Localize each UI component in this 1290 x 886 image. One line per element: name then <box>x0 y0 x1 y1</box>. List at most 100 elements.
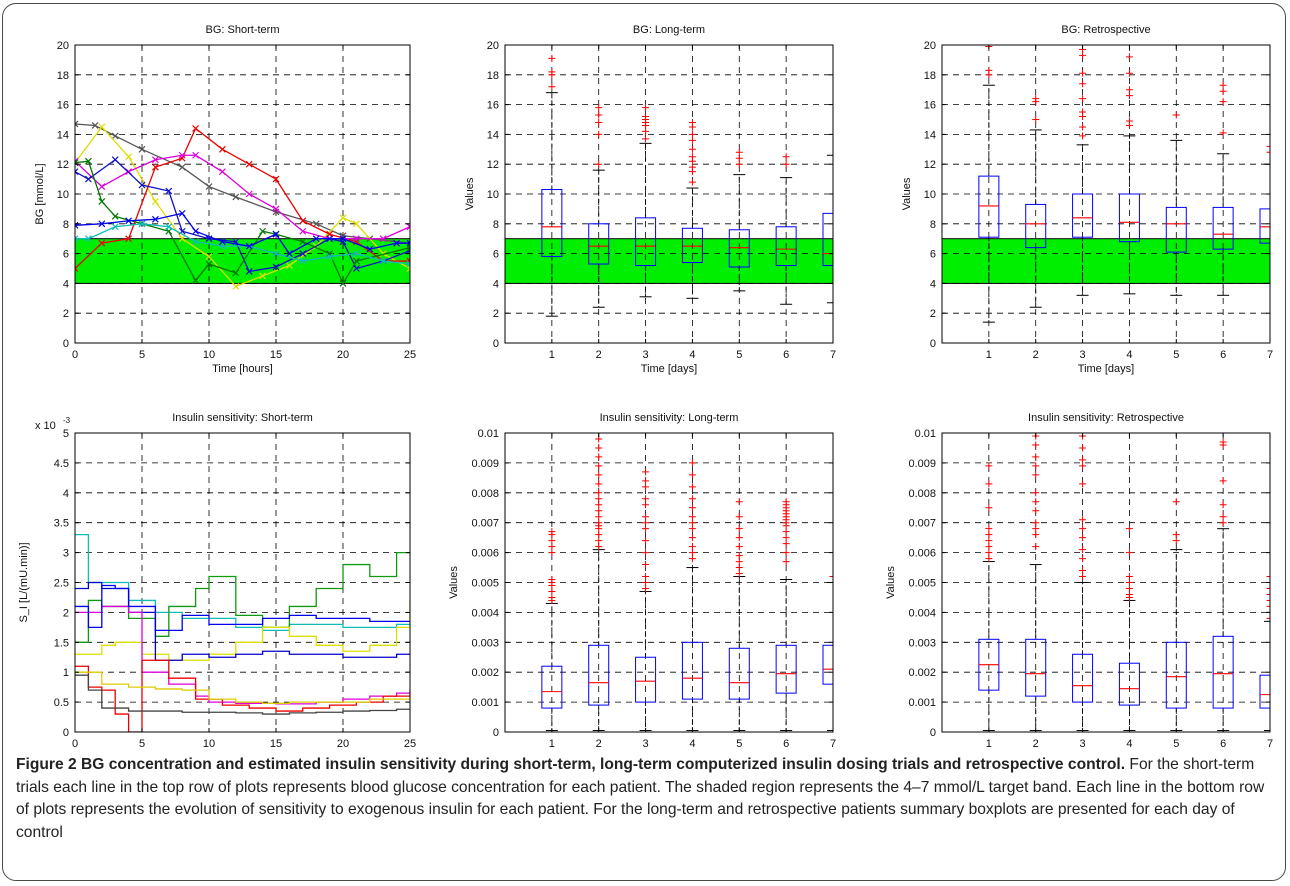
series-marker <box>75 168 79 176</box>
box <box>775 644 797 694</box>
y-tick-label: 16 <box>57 100 69 112</box>
box-day-5 <box>728 148 750 292</box>
chart-title: Insulin sensitivity: Long-term <box>600 412 739 424</box>
box <box>1072 653 1094 703</box>
series-marker <box>245 268 253 275</box>
y-axis-label: Values <box>901 177 913 210</box>
outlier-marker <box>642 519 650 527</box>
plot-area <box>942 433 1270 732</box>
outlier-marker <box>548 576 556 584</box>
outlier-marker <box>1079 516 1087 524</box>
outlier-marker <box>688 549 696 557</box>
series-marker <box>84 235 92 243</box>
outlier-marker <box>595 471 603 479</box>
box <box>1025 203 1047 249</box>
box <box>1212 635 1234 709</box>
y-tick-label: 4 <box>930 278 936 290</box>
y-tick-label: 0.003 <box>908 637 936 649</box>
y-tick-label: 6 <box>63 249 69 261</box>
outlier-marker <box>1125 92 1133 100</box>
y-tick-label: 16 <box>487 100 499 112</box>
x-tick-label: 1 <box>549 349 555 361</box>
series-marker <box>178 235 186 243</box>
outlier-marker <box>1032 498 1040 506</box>
series-marker <box>151 156 159 164</box>
outlier-marker <box>595 453 603 461</box>
series-marker <box>285 262 293 269</box>
outlier-marker <box>595 519 603 527</box>
x-tick-label: 1 <box>549 738 555 750</box>
outlier-marker <box>688 483 696 491</box>
box <box>822 644 833 685</box>
series-marker <box>245 190 253 198</box>
series-marker <box>352 250 360 258</box>
outlier-marker <box>1079 456 1087 464</box>
box <box>1165 206 1187 253</box>
outlier-marker <box>782 534 790 542</box>
outlier-marker <box>595 111 603 119</box>
outlier-marker <box>1219 98 1227 106</box>
outlier-marker <box>782 558 790 566</box>
outlier-marker <box>735 148 743 156</box>
outlier-marker <box>1079 123 1087 131</box>
outlier-marker <box>1266 584 1270 592</box>
y-tick-label: 8 <box>63 219 69 231</box>
outlier-marker <box>985 525 993 533</box>
outlier-marker <box>642 468 650 476</box>
series-marker <box>339 214 347 222</box>
y-tick-label: 0.002 <box>908 667 936 679</box>
outlier-marker <box>595 537 603 545</box>
box-day-7 <box>822 154 833 304</box>
x-tick-label: 5 <box>139 738 145 750</box>
y-axis-label: Values <box>464 177 476 210</box>
series-marker <box>379 257 387 265</box>
target-band <box>504 238 834 284</box>
series-marker <box>245 242 253 250</box>
outlier-marker <box>985 504 993 512</box>
outlier-marker <box>1125 590 1133 598</box>
series-marker <box>393 239 401 247</box>
outlier-marker <box>642 549 650 557</box>
x-axis-label: Time [hours] <box>212 363 273 375</box>
y-tick-label: 0 <box>63 338 69 350</box>
outlier-marker <box>688 525 696 533</box>
chart-bg-short: 0 2 4 6 8 10 12 14 16 18 20 0 5 10 15 20 25 BG: Short-ter… <box>34 24 416 375</box>
outlier-marker <box>1172 537 1180 545</box>
box-day-3 <box>1072 45 1094 296</box>
series-marker <box>285 250 293 258</box>
outlier-marker <box>595 444 603 452</box>
outlier-marker <box>688 534 696 542</box>
outlier-marker <box>642 477 650 485</box>
box <box>541 189 563 258</box>
x-tick-label: 7 <box>830 349 836 361</box>
y-tick-label: 0.008 <box>908 488 936 500</box>
series-marker <box>75 265 79 272</box>
series-marker <box>366 245 374 253</box>
y-tick-label: 18 <box>57 70 69 82</box>
outlier-marker <box>595 495 603 503</box>
series-marker <box>218 238 226 246</box>
y-tick-label: 0.008 <box>471 488 499 500</box>
y-tick-label: 20 <box>57 40 69 52</box>
outlier-marker <box>1266 602 1270 610</box>
box-day-2 <box>1025 95 1047 308</box>
series-marker <box>111 132 119 140</box>
outlier-marker <box>985 480 993 488</box>
series-line-4 <box>75 158 410 273</box>
outlier-marker <box>1079 69 1087 77</box>
outlier-marker <box>642 579 650 586</box>
plot-area <box>505 45 833 343</box>
box <box>635 217 657 267</box>
box <box>681 641 703 700</box>
outlier-marker <box>1032 471 1040 479</box>
y-tick-label: 10 <box>487 189 499 201</box>
series-marker <box>84 157 92 165</box>
box-day-1 <box>541 528 563 732</box>
box-day-1 <box>978 462 1000 732</box>
chart-title: BG: Short-term <box>206 24 280 36</box>
series-marker <box>339 235 347 243</box>
outlier-marker <box>688 519 696 527</box>
outlier-marker <box>595 104 603 112</box>
outlier-marker <box>595 462 603 470</box>
y-tick-label: 0.006 <box>908 548 936 560</box>
